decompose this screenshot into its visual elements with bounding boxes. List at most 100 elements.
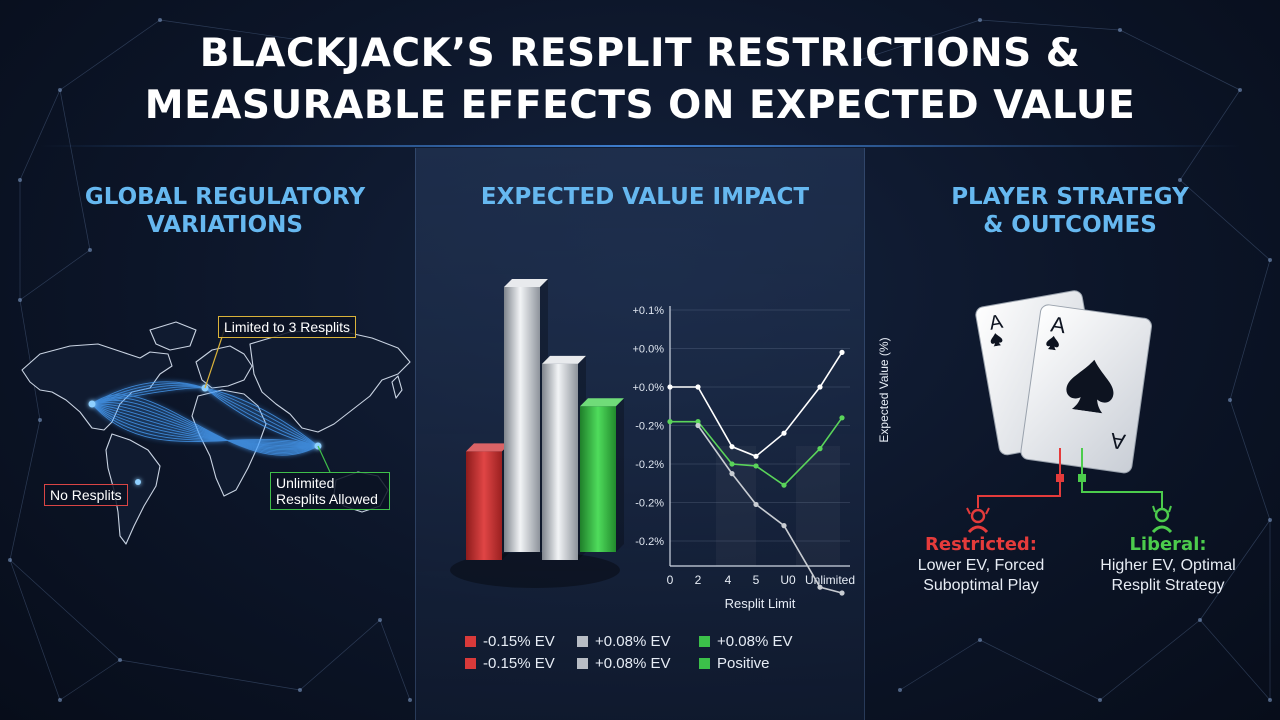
front-ace-card: A A — [1020, 304, 1152, 474]
page-title: BLACKJACK’S RESPLIT RESTRICTIONS & MEASU… — [0, 28, 1280, 132]
legend-item: +0.08% EV — [699, 633, 792, 650]
series-point — [817, 384, 823, 390]
network-node — [58, 698, 62, 702]
heading-player-strategy: PLAYER STRATEGY & OUTCOMES — [900, 183, 1240, 239]
flow-line — [204, 387, 319, 447]
network-node — [298, 38, 302, 42]
node-restricted — [1056, 474, 1064, 482]
leader-limited — [204, 327, 226, 389]
node-liberal — [1078, 474, 1086, 482]
legend-label: +0.08% EV — [717, 632, 793, 650]
title-line-2: MEASURABLE EFFECTS ON EXPECTED VALUE — [144, 83, 1136, 128]
flow-line — [91, 387, 206, 405]
legend-item: Positive — [699, 655, 770, 672]
legend-label: -0.15% EV — [483, 632, 555, 650]
flow-line — [91, 394, 319, 456]
x-tick-label: 0 — [667, 573, 674, 587]
title-divider — [40, 145, 1240, 147]
series-point — [695, 422, 701, 429]
network-node — [1178, 178, 1182, 182]
outcome-liberal-head: Liberal: — [1129, 534, 1207, 555]
network-node — [88, 248, 92, 252]
series-point — [753, 453, 759, 459]
series-point — [729, 444, 735, 450]
outcome-liberal: Liberal: Higher EV, Optimal Resplit Stra… — [1086, 534, 1250, 596]
legend-label: Positive — [717, 654, 770, 672]
x-tick-label: 2 — [695, 573, 702, 587]
bar-2 — [504, 279, 548, 552]
network-node — [978, 18, 982, 22]
series-point — [667, 419, 673, 425]
network-node — [1098, 698, 1102, 702]
legend-row: -0.15% EV +0.08% EV Positive — [465, 652, 845, 674]
y-tick-label: +0.0% — [633, 382, 665, 394]
legend-item: +0.08% EV — [577, 633, 699, 650]
network-node — [408, 698, 412, 702]
network-node — [978, 638, 982, 642]
north-america-landmass — [21, 343, 173, 431]
network-node — [898, 688, 902, 692]
flow-line — [204, 387, 319, 447]
series-point — [667, 384, 673, 390]
network-node — [1268, 258, 1272, 262]
network-node — [298, 688, 302, 692]
bar-4 — [580, 398, 624, 552]
network-node — [158, 18, 162, 22]
flow-line — [91, 383, 206, 405]
legend-item: -0.15% EV — [465, 655, 577, 672]
series-point — [695, 384, 701, 390]
svg-text:A: A — [1109, 428, 1127, 455]
series-point — [839, 590, 845, 596]
network-node — [8, 558, 12, 562]
svg-text:A: A — [1049, 311, 1067, 338]
outcome-restricted-line-2: Suboptimal Play — [923, 577, 1039, 594]
south-america-landmass — [105, 433, 161, 545]
label-limited-resplits: Limited to 3 Resplits — [218, 316, 357, 338]
flow-line — [91, 386, 206, 405]
series-point — [839, 415, 845, 421]
network-node — [38, 418, 42, 422]
bar-3 — [542, 355, 586, 560]
africa-landmass — [191, 389, 267, 497]
flow-line — [91, 403, 319, 447]
flow-line — [204, 387, 319, 447]
flow-line — [91, 403, 319, 447]
y-axis-label: Expected Value (%) — [877, 337, 891, 442]
japan-landmass — [391, 375, 403, 399]
series-point — [817, 584, 823, 590]
regulatory-flow-lines — [91, 381, 319, 456]
network-node — [1118, 28, 1122, 32]
outcome-restricted: Restricted: Lower EV, Forced Suboptimal … — [906, 534, 1056, 596]
series-point — [781, 523, 787, 529]
europe-landmass — [195, 345, 253, 389]
y-tick-label: -0.2% — [635, 421, 664, 433]
title-line-1: BLACKJACK’S RESPLIT RESTRICTIONS & — [199, 31, 1081, 76]
network-node — [1268, 698, 1272, 702]
y-tick-label: +0.0% — [633, 344, 665, 356]
leader-unlimited — [317, 445, 331, 473]
legend-item: -0.15% EV — [465, 633, 577, 650]
greenland-landmass — [149, 321, 197, 351]
series-point — [695, 419, 701, 425]
hub-americas — [88, 400, 96, 408]
y-tick-label: +0.1% — [633, 305, 665, 317]
legend-label: -0.15% EV — [483, 654, 555, 672]
flow-line — [91, 403, 319, 448]
x-tick-label: 4 — [725, 573, 732, 587]
y-tick-label: -0.2% — [635, 459, 664, 471]
network-node — [1268, 518, 1272, 522]
strategy-diagram: Expected Value (%) A A A — [877, 290, 1173, 534]
legend-label: +0.08% EV — [595, 632, 671, 650]
flow-line — [91, 403, 319, 447]
flow-line — [91, 403, 319, 449]
network-node — [1228, 398, 1232, 402]
series-point — [753, 501, 759, 508]
legend-item: +0.08% EV — [577, 655, 699, 672]
outcome-liberal-line-2: Resplit Strategy — [1111, 577, 1225, 594]
legend-swatch — [465, 657, 476, 669]
series-point — [729, 471, 735, 477]
x-tick-label: 5 — [753, 573, 760, 587]
chart-legend: -0.15% EV +0.08% EV +0.08% EV -0.15% EV +0.0… — [465, 630, 845, 674]
bar-1 — [466, 443, 510, 560]
